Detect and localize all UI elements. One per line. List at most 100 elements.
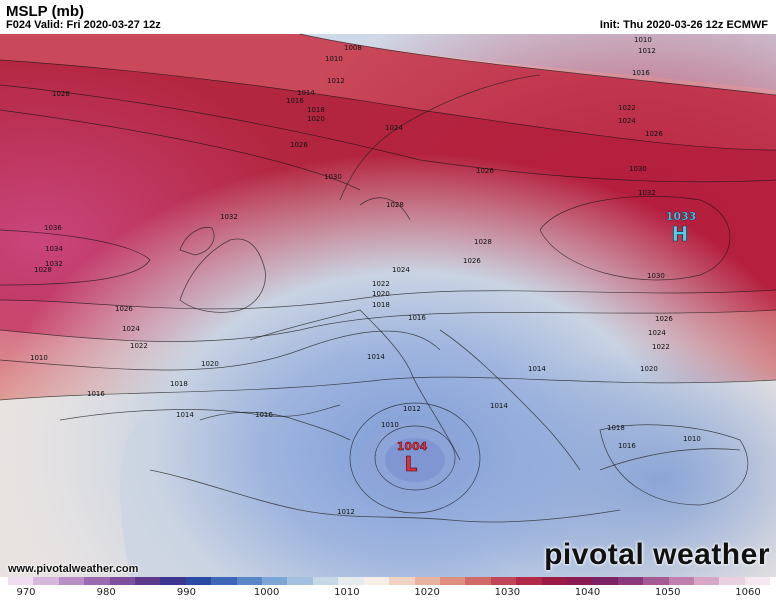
isobar-label: 1024 [648,329,666,337]
colorbar-tick-label: 980 [96,587,116,598]
colorbar-swatch [287,577,313,585]
isobar-label: 1032 [638,189,656,197]
isobar-label: 1028 [386,201,404,209]
isobar-label: 1028 [52,90,70,98]
isobar-label: 1018 [607,424,625,432]
colorbar-tick-label: 1010 [334,587,360,598]
isobar-label: 1026 [290,141,308,149]
colorbar-swatch [58,577,85,585]
low-center-letter: L [405,452,418,476]
isobar-label: 1020 [372,290,390,298]
init-time: Init: Thu 2020-03-26 12z ECMWF [599,19,768,31]
colorbar-tick-label: 1000 [253,587,280,598]
isobar-label: 1028 [474,238,492,246]
isobar-label: 1030 [647,272,665,280]
colorbar-swatch [185,577,212,585]
colorbar-swatch [516,577,542,585]
colorbar-swatch [389,577,415,585]
isobar-label: 1014 [367,353,385,361]
isobar-label: 1032 [220,213,238,221]
high-pressure-center: 1033 H [665,210,697,247]
colorbar-swatch [541,577,567,585]
isobar-label: 1016 [286,97,304,105]
colorbar: 970 980 990 1000 1010 1020 1030 1040 1050 1060 [0,577,776,600]
colorbar-swatch [135,577,161,585]
isobar-label: 1014 [297,89,315,97]
isobar-label: 1016 [618,442,636,450]
source-url[interactable]: www.pivotalweather.com [8,563,139,575]
colorbar-swatch [719,577,745,585]
colorbar-swatch [490,577,517,585]
low-center-value: 1004 [397,440,428,453]
isobar-label: 1032 [45,260,63,268]
isobar-label: 1014 [490,402,508,410]
isobar-label: 1020 [307,115,325,123]
low-pressure-center: 1004 L [396,440,428,477]
isobar-label: 1026 [655,315,673,323]
isobar-label: 1028 [34,266,52,274]
colorbar-swatch [414,577,440,585]
colorbar-swatch [160,577,186,585]
isobar-label: 1024 [385,124,403,132]
colorbar-swatch [363,577,390,585]
isobar-label: 1034 [45,245,63,253]
colorbar-tick-label: 1040 [574,587,601,598]
isobar-label: 1016 [408,314,426,322]
isobar-label: 1024 [618,117,636,125]
isobar-label: 1036 [44,224,62,232]
isobar-label: 1030 [629,165,647,173]
isobar-label: 1026 [476,167,494,175]
brand-logo: pivotal weather [544,538,770,571]
isobar-label: 1018 [307,106,325,114]
isobar-label: 1024 [122,325,140,333]
colorbar-swatch [211,577,237,585]
colorbar-swatch [33,577,59,585]
colorbar-swatch [312,577,339,585]
isobar-label: 1012 [337,508,355,516]
valid-time: F024 Valid: Fri 2020-03-27 12z [6,19,161,31]
isobar-label: 1020 [640,365,658,373]
colorbar-swatch [8,577,34,585]
high-center-value: 1033 [666,210,697,223]
map-title: MSLP (mb) [6,3,85,20]
colorbar-tick-label: 1050 [655,587,681,598]
colorbar-swatch [566,577,593,585]
isobar-label: 1016 [255,411,273,419]
isobar-label: 1010 [381,421,399,429]
isobar-label: 1014 [176,411,194,419]
colorbar-strip [8,577,771,585]
colorbar-swatch [84,577,110,585]
isobar-label: 1026 [463,257,481,265]
colorbar-tick-label: 970 [16,587,36,598]
colorbar-swatch [236,577,263,585]
isobar-label: 1024 [392,266,410,274]
isobar-label: 1020 [201,360,219,368]
colorbar-swatch [617,577,644,585]
isobar-label: 1010 [325,55,343,63]
isobar-label: 1030 [324,173,342,181]
isobar-label: 1022 [130,342,148,350]
isobar-label: 1012 [403,405,421,413]
colorbar-tick-label: 1060 [735,587,761,598]
isobar-label: 1012 [638,47,656,55]
isobar-label: 1022 [652,343,670,351]
high-center-letter: H [672,222,689,246]
colorbar-swatch [109,577,136,585]
colorbar-tick-label: 1030 [494,587,521,598]
isobar-label: 1008 [344,44,362,52]
colorbar-tick-label: 990 [176,587,196,598]
colorbar-swatch [262,577,288,585]
isobar-label: 1014 [528,365,546,373]
isobar-label: 1018 [372,301,390,309]
colorbar-swatch [592,577,618,585]
isobar-label: 1010 [30,354,48,362]
colorbar-swatch [744,577,771,585]
colorbar-swatch [338,577,364,585]
isobar-label: 1022 [618,104,636,112]
isobar-label: 1010 [683,435,701,443]
colorbar-tick-label: 1020 [414,587,440,598]
isobar-label: 1026 [115,305,133,313]
colorbar-ticks: 970 980 990 1000 1010 1020 1030 1040 1050 1060 [0,577,776,600]
isobar-label: 1010 [634,36,652,44]
